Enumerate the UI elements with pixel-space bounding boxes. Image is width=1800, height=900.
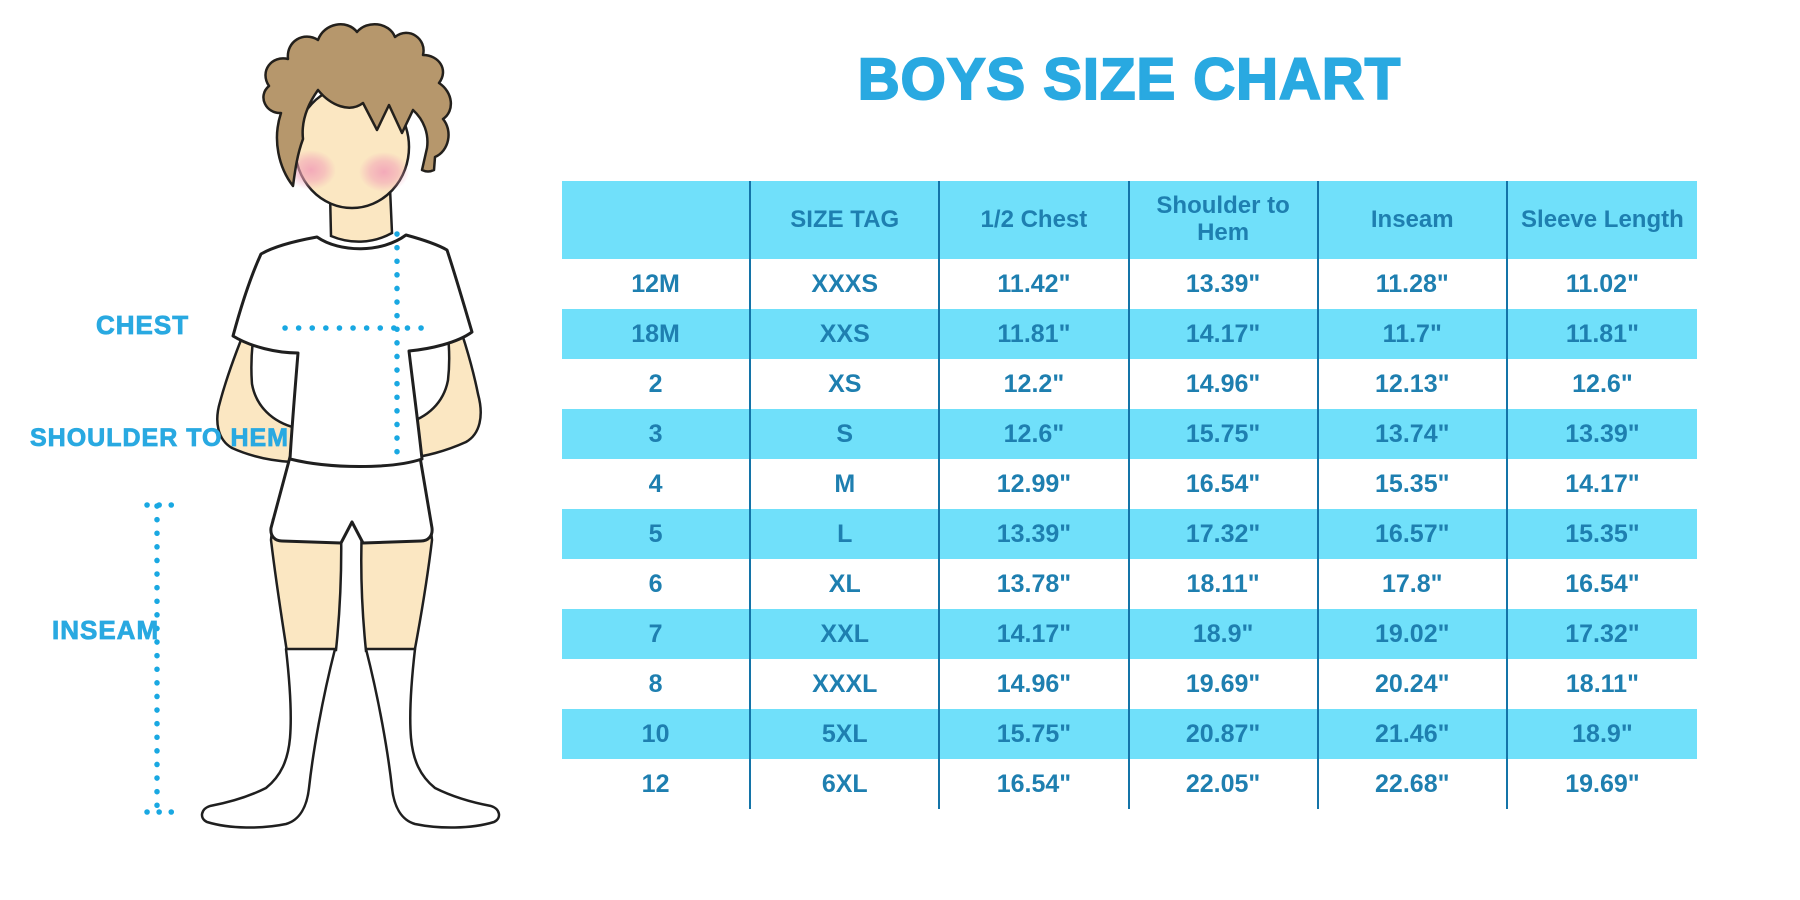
table-cell: 13.39" [940, 509, 1130, 559]
table-cell: 18.11" [1565, 670, 1639, 698]
table-cell: 18.9" [1130, 609, 1319, 659]
table-cell: 20.87" [1130, 709, 1319, 759]
table-cell: 16.54" [940, 759, 1130, 809]
table-cell: 11.42" [940, 259, 1130, 309]
table-cell: 13.39" [1130, 259, 1319, 309]
table-cell: XS [751, 359, 941, 409]
size-chart-table: SIZE TAG 1/2 Chest Shoulder to Hem Insea… [562, 181, 1697, 809]
table-cell: 16.57" [1319, 509, 1508, 559]
table-cell: 18M [562, 309, 752, 359]
table-cell: 19.02" [1319, 609, 1508, 659]
table-header-cell: Sleeve Length [1521, 205, 1684, 233]
table-cell: 10 [562, 709, 752, 759]
table-header-cell: SIZE TAG [751, 181, 941, 259]
table-cell: 15.35" [1319, 459, 1508, 509]
table-row: 8 XXXL 14.96" 19.69" 20.24" 18.11" [562, 659, 1697, 709]
table-cell: 12.13" [1319, 359, 1508, 409]
table-cell: 11.81" [1565, 320, 1639, 348]
table-cell: XXXS [751, 259, 941, 309]
table-cell: 13.74" [1319, 409, 1508, 459]
table-row: 6 XL 13.78" 18.11" 17.8" 16.54" [562, 559, 1697, 609]
table-cell: XXL [751, 609, 941, 659]
table-cell: 17.32" [1565, 620, 1640, 648]
table-cell: 18.9" [1572, 720, 1633, 748]
table-cell: 15.75" [1130, 409, 1319, 459]
table-row: 2 XS 12.2" 14.96" 12.13" 12.6" [562, 359, 1697, 409]
table-cell: 16.54" [1565, 570, 1640, 598]
inseam-measurement-label: INSEAM [52, 615, 160, 646]
shoulder-to-hem-measurement-label: SHOULDER TO HEM [30, 424, 289, 453]
table-cell: 11.02" [1565, 270, 1639, 298]
boy-blush-right [359, 152, 409, 192]
table-row: 18M XXS 11.81" 14.17" 11.7" 11.81" [562, 309, 1697, 359]
table-cell: 6XL [751, 759, 941, 809]
table-cell: M [751, 459, 941, 509]
table-cell: 22.68" [1319, 759, 1508, 809]
table-cell: 20.24" [1319, 659, 1508, 709]
table-cell: 12.6" [1572, 370, 1633, 398]
table-cell: 7 [562, 609, 752, 659]
table-cell: 17.32" [1130, 509, 1319, 559]
table-cell: S [751, 409, 941, 459]
table-cell: 22.05" [1130, 759, 1319, 809]
table-cell: XXXL [751, 659, 941, 709]
table-row: 5 L 13.39" 17.32" 16.57" 15.35" [562, 509, 1697, 559]
table-cell: 13.78" [940, 559, 1130, 609]
table-cell: 14.96" [1130, 359, 1319, 409]
table-header-cell: 1/2 Chest [940, 181, 1130, 259]
table-cell: 18.11" [1130, 559, 1319, 609]
table-cell: 17.8" [1319, 559, 1508, 609]
table-header-cell: Shoulder to Hem [1130, 181, 1319, 259]
table-cell: 6 [562, 559, 752, 609]
table-row: 12 6XL 16.54" 22.05" 22.68" 19.69" [562, 759, 1697, 809]
table-row: 3 S 12.6" 15.75" 13.74" 13.39" [562, 409, 1697, 459]
table-cell: L [751, 509, 941, 559]
table-cell: 8 [562, 659, 752, 709]
table-cell: 11.7" [1319, 309, 1508, 359]
table-cell: 16.54" [1130, 459, 1319, 509]
table-cell: 19.69" [1130, 659, 1319, 709]
table-cell: 12.6" [940, 409, 1130, 459]
boy-hair [262, 23, 452, 188]
boy-illustration [144, 23, 501, 829]
table-cell: 15.35" [1565, 520, 1640, 548]
table-row: 12M XXXS 11.42" 13.39" 11.28" 11.02" [562, 259, 1697, 309]
table-cell: XXS [751, 309, 941, 359]
table-cell: 14.17" [1565, 470, 1640, 498]
table-cell: 12.2" [940, 359, 1130, 409]
table-cell: XL [751, 559, 941, 609]
table-header-cell [562, 181, 752, 259]
table-header-cell: Inseam [1319, 181, 1508, 259]
table-cell: 14.17" [1130, 309, 1319, 359]
table-cell: 13.39" [1565, 420, 1640, 448]
table-row: 4 M 12.99" 16.54" 15.35" 14.17" [562, 459, 1697, 509]
table-row: 7 XXL 14.17" 18.9" 19.02" 17.32" [562, 609, 1697, 659]
table-cell: 12.99" [940, 459, 1130, 509]
chest-measurement-label: CHEST [96, 310, 190, 341]
boy-socks [200, 647, 501, 829]
boy-tshirt [231, 233, 474, 468]
boy-shorts [269, 455, 434, 545]
table-cell: 12 [562, 759, 752, 809]
page-title: BOYS SIZE CHART [857, 46, 1402, 113]
table-cell: 5XL [751, 709, 941, 759]
table-cell: 14.17" [940, 609, 1130, 659]
table-cell: 11.28" [1319, 259, 1508, 309]
table-row: 10 5XL 15.75" 20.87" 21.46" 18.9" [562, 709, 1697, 759]
table-cell: 14.96" [940, 659, 1130, 709]
boy-legs [269, 518, 434, 656]
table-cell: 4 [562, 459, 752, 509]
table-cell: 5 [562, 509, 752, 559]
table-cell: 12M [562, 259, 752, 309]
table-cell: 2 [562, 359, 752, 409]
table-cell: 19.69" [1565, 770, 1640, 798]
table-cell: 11.81" [940, 309, 1130, 359]
table-header-row: SIZE TAG 1/2 Chest Shoulder to Hem Insea… [562, 181, 1697, 259]
table-cell: 21.46" [1319, 709, 1508, 759]
table-cell: 3 [562, 409, 752, 459]
table-cell: 15.75" [940, 709, 1130, 759]
